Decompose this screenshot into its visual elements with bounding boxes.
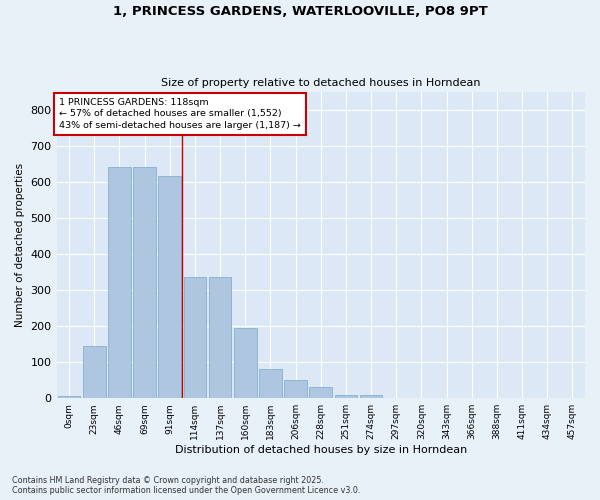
Text: Contains HM Land Registry data © Crown copyright and database right 2025.
Contai: Contains HM Land Registry data © Crown c… [12, 476, 361, 495]
Bar [335, 394, 357, 398]
Bar [310, 388, 332, 398]
Bar [234, 328, 257, 398]
Y-axis label: Number of detached properties: Number of detached properties [15, 163, 25, 327]
Bar [83, 346, 106, 398]
Bar [209, 278, 232, 398]
Bar [184, 278, 206, 398]
Bar [360, 394, 382, 398]
Text: 1, PRINCESS GARDENS, WATERLOOVILLE, PO8 9PT: 1, PRINCESS GARDENS, WATERLOOVILLE, PO8 … [113, 5, 487, 18]
Bar [158, 176, 181, 398]
Bar [108, 168, 131, 398]
X-axis label: Distribution of detached houses by size in Horndean: Distribution of detached houses by size … [175, 445, 467, 455]
Text: 1 PRINCESS GARDENS: 118sqm
← 57% of detached houses are smaller (1,552)
43% of s: 1 PRINCESS GARDENS: 118sqm ← 57% of deta… [59, 98, 301, 130]
Bar [284, 380, 307, 398]
Title: Size of property relative to detached houses in Horndean: Size of property relative to detached ho… [161, 78, 481, 88]
Bar [58, 396, 80, 398]
Bar [259, 370, 282, 398]
Bar [133, 168, 156, 398]
